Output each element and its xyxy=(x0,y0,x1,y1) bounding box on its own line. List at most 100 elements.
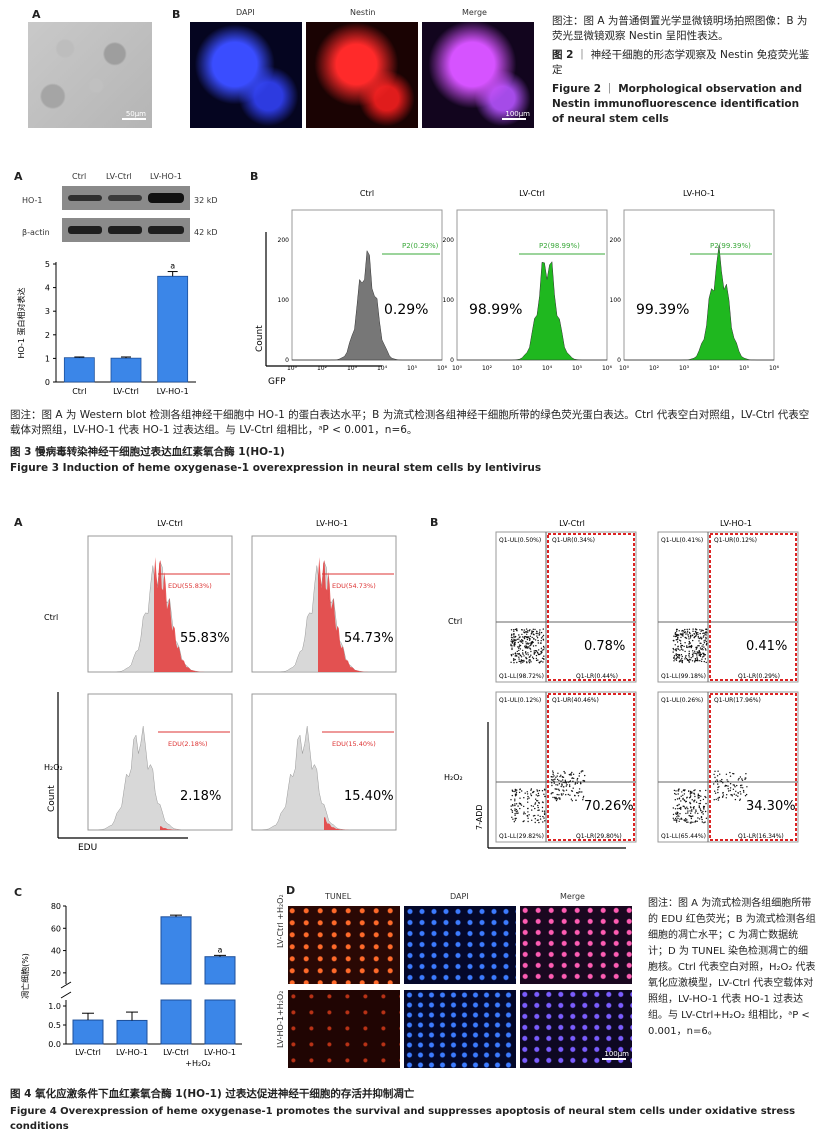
event-dot xyxy=(725,773,728,775)
quadrant-lr-label: Q1-LR(0.29%) xyxy=(738,673,780,680)
event-dot xyxy=(519,797,521,799)
event-dot xyxy=(543,793,545,795)
event-dot xyxy=(691,791,693,793)
tunel-lvho1-tunel xyxy=(288,990,400,1068)
event-dot xyxy=(523,636,525,639)
event-dot xyxy=(570,773,572,775)
apoptosis-percentage: 34.30% xyxy=(746,799,796,814)
x-tick-label: 10⁶ xyxy=(602,365,613,372)
event-dot xyxy=(700,795,702,797)
event-dot xyxy=(580,771,582,773)
event-dot xyxy=(690,657,692,659)
event-dot xyxy=(535,657,538,660)
event-dot xyxy=(693,633,695,635)
event-dot xyxy=(558,783,561,785)
event-dot xyxy=(681,657,683,660)
apoptosis-region xyxy=(709,533,797,681)
plot-frame xyxy=(657,531,799,683)
event-dot xyxy=(701,821,703,823)
event-dot xyxy=(705,644,708,646)
event-dot xyxy=(678,630,680,632)
event-dot xyxy=(571,771,573,774)
event-dot xyxy=(520,641,522,643)
event-dot xyxy=(510,640,512,642)
event-dot xyxy=(511,811,514,813)
col-title: LV-HO-1 xyxy=(316,519,348,528)
event-dot xyxy=(518,636,521,638)
event-dot xyxy=(577,795,580,797)
event-dot xyxy=(519,802,522,805)
event-dot xyxy=(568,784,571,786)
event-dot xyxy=(704,639,706,641)
event-dot xyxy=(537,819,539,821)
wb-lane-ctrl: Ctrl xyxy=(72,172,87,181)
x-tick-label: 10⁰ xyxy=(287,365,298,372)
event-dot xyxy=(695,634,698,636)
event-dot xyxy=(565,785,567,787)
event-dot xyxy=(537,632,539,635)
apoptosis-region xyxy=(547,533,635,681)
event-dot xyxy=(551,792,553,794)
gate-label: P2(98.99%) xyxy=(539,242,580,250)
event-dot xyxy=(684,631,687,633)
event-dot xyxy=(526,636,528,639)
event-dot xyxy=(716,780,719,782)
event-dot xyxy=(728,790,730,792)
event-dot xyxy=(513,629,515,631)
fig3-panel-b-label: B xyxy=(250,170,259,183)
event-dot xyxy=(702,805,705,808)
event-dot xyxy=(536,637,539,639)
event-dot xyxy=(573,777,575,780)
event-dot xyxy=(542,801,544,804)
event-dot xyxy=(732,772,734,775)
event-dot xyxy=(512,805,514,807)
event-dot xyxy=(692,628,694,630)
event-dot xyxy=(740,786,742,789)
event-dot xyxy=(683,819,686,821)
event-dot xyxy=(685,633,687,635)
event-dot xyxy=(693,801,695,803)
event-dot xyxy=(511,645,513,647)
event-dot xyxy=(697,817,699,819)
event-dot xyxy=(733,784,736,786)
event-dot xyxy=(681,659,684,662)
event-dot xyxy=(518,658,520,660)
event-dot xyxy=(524,792,526,794)
x-tick-label: 10⁵ xyxy=(739,365,750,372)
event-dot xyxy=(678,654,680,656)
event-dot xyxy=(560,793,563,795)
fig4-panel-a-label: A xyxy=(14,516,23,529)
event-dot xyxy=(692,821,694,823)
event-dot xyxy=(698,795,701,797)
event-dot xyxy=(537,792,540,795)
event-dot xyxy=(552,796,554,799)
event-dot xyxy=(727,780,729,783)
event-dot xyxy=(534,821,536,824)
event-dot xyxy=(529,638,531,640)
x-tick-label: LV-HO-1 xyxy=(116,1048,148,1057)
event-dot xyxy=(534,818,536,820)
fig4-panel-d-label: D xyxy=(286,884,296,897)
event-dot xyxy=(685,818,687,820)
event-dot xyxy=(704,795,706,798)
event-dot xyxy=(526,657,528,660)
x-tick-label: LV-HO-1 xyxy=(204,1048,236,1057)
event-dot xyxy=(510,636,513,638)
bar-lower xyxy=(160,999,192,1045)
event-dot xyxy=(539,642,542,644)
event-dot xyxy=(552,770,554,772)
event-dot xyxy=(521,639,523,641)
event-dot xyxy=(528,630,531,632)
event-dot xyxy=(689,792,692,794)
event-dot xyxy=(699,802,702,805)
event-dot xyxy=(516,812,518,815)
event-dot xyxy=(717,791,719,794)
event-dot xyxy=(739,791,741,793)
event-dot xyxy=(513,662,515,664)
event-dot xyxy=(526,791,528,793)
event-dot xyxy=(510,661,512,663)
event-dot xyxy=(526,633,528,635)
fig3-panel-a-label: A xyxy=(14,170,23,183)
quadrant-ul-label: Q1-UL(0.26%) xyxy=(661,697,703,704)
event-dot xyxy=(569,794,571,796)
